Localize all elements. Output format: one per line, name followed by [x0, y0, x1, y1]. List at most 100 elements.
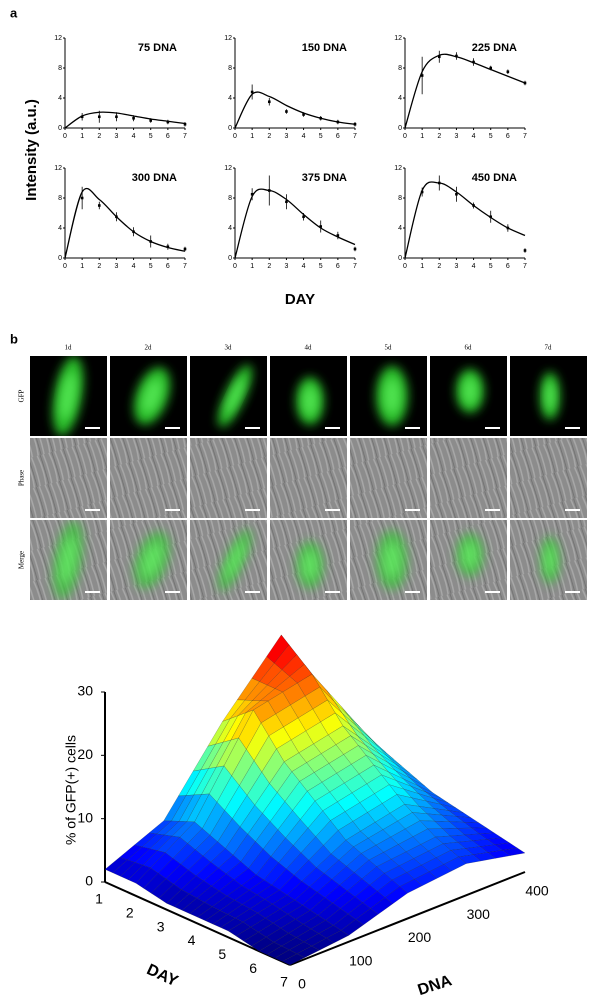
chart-title: 225 DNA — [472, 42, 517, 54]
x-tick-label: 7 — [183, 263, 187, 270]
z-tick-label: 10 — [77, 809, 93, 825]
x-tick-label: 3 — [454, 133, 458, 140]
x-tick-label: 6 — [166, 133, 170, 140]
x-tick-label: 0 — [63, 133, 67, 140]
x-tick-label: 5 — [149, 133, 153, 140]
data-point — [285, 110, 288, 113]
x-tick-label: 1 — [420, 133, 424, 140]
surface-patch — [281, 953, 306, 966]
dna-axis-label: DNA — [416, 972, 455, 999]
tile-content — [270, 356, 347, 436]
tile-content — [190, 356, 267, 436]
gfp-core — [142, 542, 162, 578]
x-tick-label: 2 — [267, 263, 271, 270]
panel-label: b — [10, 331, 18, 346]
y-tick-label: 4 — [58, 225, 62, 232]
image-tile — [190, 356, 267, 436]
tile-content — [430, 438, 507, 518]
y-tick-label: 0 — [228, 125, 232, 132]
day-tick-label: 3 — [157, 918, 165, 934]
image-tile — [430, 356, 507, 436]
y-tick-label: 12 — [224, 35, 232, 42]
data-point — [302, 215, 305, 219]
chart-title: 75 DNA — [138, 42, 177, 54]
x-tick-label: 1 — [250, 263, 254, 270]
tile-content — [270, 520, 347, 600]
y-tick-label: 4 — [398, 225, 402, 232]
x-tick-label: 2 — [97, 263, 101, 270]
x-tick-label: 1 — [250, 133, 254, 140]
x-tick-label: 6 — [506, 263, 510, 270]
data-point — [472, 60, 475, 64]
tile-content — [30, 520, 107, 600]
x-tick-label: 3 — [454, 263, 458, 270]
column-label: 3d — [225, 344, 233, 352]
data-point — [472, 204, 475, 207]
x-tick-label: 5 — [319, 133, 323, 140]
data-point — [250, 192, 254, 196]
panel-label: a — [10, 5, 18, 20]
data-point — [523, 81, 527, 85]
x-tick-label: 1 — [80, 263, 84, 270]
column-label: 4d — [305, 344, 313, 352]
data-point — [149, 119, 153, 122]
data-point — [97, 115, 101, 119]
y-tick-label: 0 — [398, 125, 402, 132]
x-tick-label: 1 — [420, 263, 424, 270]
data-point — [183, 122, 187, 126]
data-point — [267, 189, 271, 192]
z-tick-label: 0 — [85, 873, 93, 889]
tile-content — [350, 356, 427, 436]
column-label: 7d — [545, 344, 553, 352]
data-point — [336, 120, 340, 124]
y-tick-label: 12 — [54, 165, 62, 172]
x-tick-label: 0 — [233, 133, 237, 140]
fit-curve — [234, 188, 356, 259]
data-point — [455, 54, 458, 58]
data-point — [489, 66, 493, 70]
x-tick-label: 2 — [267, 133, 271, 140]
data-point — [506, 70, 510, 74]
column-label: 2d — [145, 344, 153, 352]
image-tile — [510, 356, 587, 436]
gfp-core — [303, 550, 317, 580]
image-tile — [270, 438, 347, 518]
tile-content — [270, 438, 347, 518]
y-tick-label: 8 — [228, 65, 232, 72]
x-tick-label: 5 — [319, 263, 323, 270]
image-tile — [270, 356, 347, 436]
x-tick-label: 7 — [523, 133, 527, 140]
day-tick-label: 6 — [249, 960, 257, 976]
column-label: 6d — [465, 344, 473, 352]
image-tile — [30, 356, 107, 436]
fit-curve — [234, 91, 356, 129]
row-label: Phase — [18, 470, 26, 486]
x-tick-label: 4 — [132, 133, 136, 140]
z-tick-label: 30 — [77, 683, 93, 699]
x-tick-label: 5 — [489, 133, 493, 140]
day-tick-label: 5 — [218, 946, 226, 962]
y-tick-label: 8 — [58, 65, 62, 72]
data-point — [166, 245, 170, 249]
data-point — [166, 120, 170, 124]
tile-bg — [30, 438, 107, 518]
row-label: GFP — [18, 389, 26, 402]
gfp-core — [225, 377, 245, 415]
data-point — [437, 181, 441, 185]
x-axis-label: DAY — [285, 291, 315, 308]
tile-bg — [110, 438, 187, 518]
y-tick-label: 4 — [228, 95, 232, 102]
chart-title: 375 DNA — [302, 172, 347, 184]
tile-bg — [270, 438, 347, 518]
x-tick-label: 4 — [302, 263, 306, 270]
tile-content — [30, 438, 107, 518]
chart-title: 300 DNA — [132, 172, 177, 184]
y-tick-label: 0 — [58, 255, 62, 262]
data-point — [267, 100, 271, 104]
data-point — [80, 196, 84, 200]
y-tick-label: 0 — [228, 255, 232, 262]
x-tick-label: 0 — [403, 133, 407, 140]
gfp-core — [384, 542, 400, 578]
data-point — [336, 234, 340, 237]
data-point — [250, 90, 254, 94]
